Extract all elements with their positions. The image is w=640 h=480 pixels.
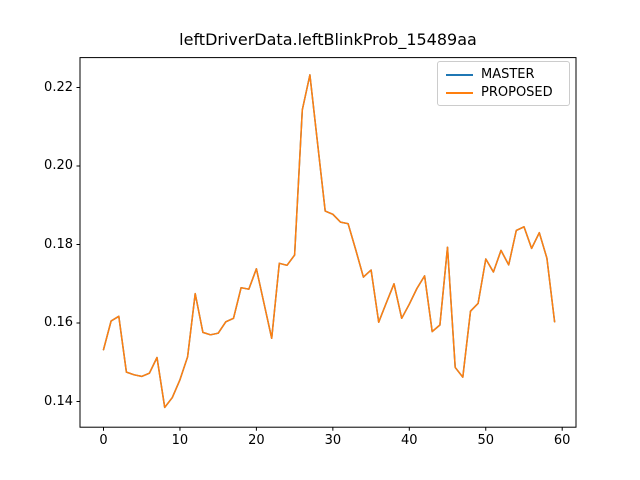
y-axis-tick-label: 0.14 [44, 393, 73, 409]
x-axis-tick-label: 0 [99, 433, 108, 449]
data-line-master [102, 74, 556, 409]
legend-item-master: MASTER [446, 67, 561, 82]
data-line-proposed [102, 74, 556, 409]
x-axis-tick-label: 40 [401, 433, 418, 449]
legend: MASTER PROPOSED [437, 61, 570, 106]
legend-label-master: MASTER [481, 67, 535, 82]
legend-label-proposed: PROPOSED [481, 85, 553, 100]
y-axis-tick-label: 0.18 [44, 236, 73, 252]
legend-line-sample-master [446, 73, 473, 76]
axes-spines [79, 57, 577, 428]
x-axis-tick-label: 60 [553, 433, 571, 449]
y-axis-tick-label: 0.16 [44, 315, 73, 330]
legend-item-proposed: PROPOSED [446, 85, 561, 100]
x-axis-tick-label: 30 [324, 433, 342, 449]
x-axis-tick-label: 20 [248, 433, 265, 449]
y-axis-tick-label: 0.20 [44, 158, 73, 173]
x-axis-tick-label: 10 [171, 433, 189, 449]
legend-line-sample-proposed [446, 91, 473, 94]
x-axis-tick-label: 50 [477, 433, 495, 449]
y-axis-tick-label: 0.22 [44, 79, 73, 95]
chart-title: leftDriverData.leftBlinkProb_15489aa [179, 30, 477, 49]
